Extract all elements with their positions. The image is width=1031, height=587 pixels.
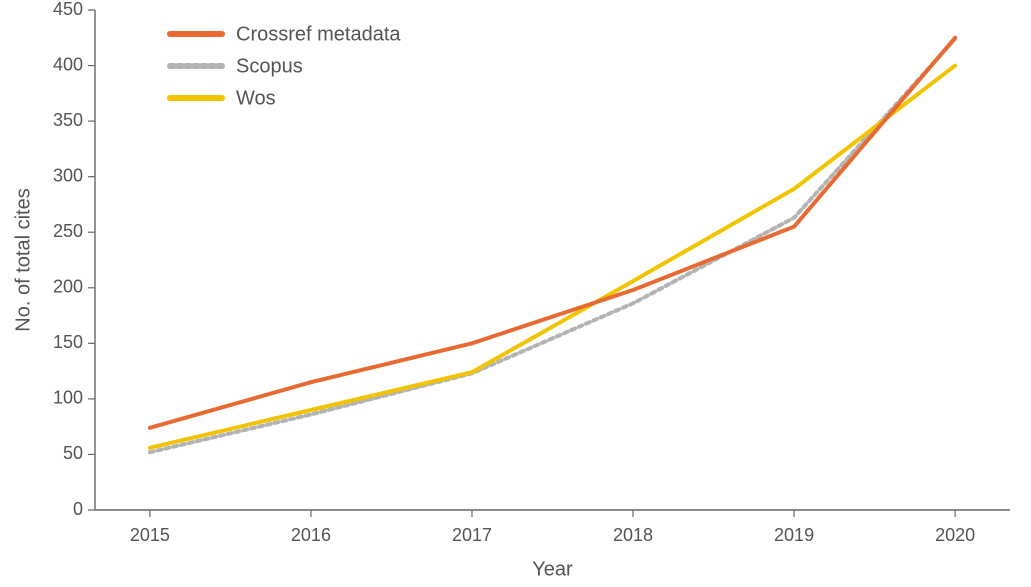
y-tick-label: 300 xyxy=(53,165,83,185)
legend-label: Scopus xyxy=(236,55,303,77)
x-tick-label: 2019 xyxy=(774,525,814,545)
y-tick-label: 50 xyxy=(63,443,83,463)
legend-label: Crossref metadata xyxy=(236,23,401,45)
y-tick-label: 400 xyxy=(53,54,83,74)
cites-line-chart: 0 50 100 150 200 250 300 350 400 450 2015 2016 2017 2… xyxy=(0,0,1031,587)
y-tick-label: 450 xyxy=(53,0,83,19)
x-tick-label: 2015 xyxy=(130,525,170,545)
x-tick-label: 2016 xyxy=(291,525,331,545)
x-tick-label: 2018 xyxy=(613,525,653,545)
y-axis-title: No. of total cites xyxy=(12,188,34,331)
y-tick-label: 100 xyxy=(53,388,83,408)
y-tick-label: 200 xyxy=(53,277,83,297)
y-tick-label: 350 xyxy=(53,110,83,130)
chart-bg xyxy=(0,0,1031,587)
y-tick-label: 0 xyxy=(73,499,83,519)
x-axis-title: Year xyxy=(532,558,573,580)
x-tick-label: 2017 xyxy=(452,525,492,545)
legend-label: Wos xyxy=(236,87,276,109)
y-tick-label: 150 xyxy=(53,332,83,352)
y-tick-label: 250 xyxy=(53,221,83,241)
x-tick-label: 2020 xyxy=(935,525,975,545)
